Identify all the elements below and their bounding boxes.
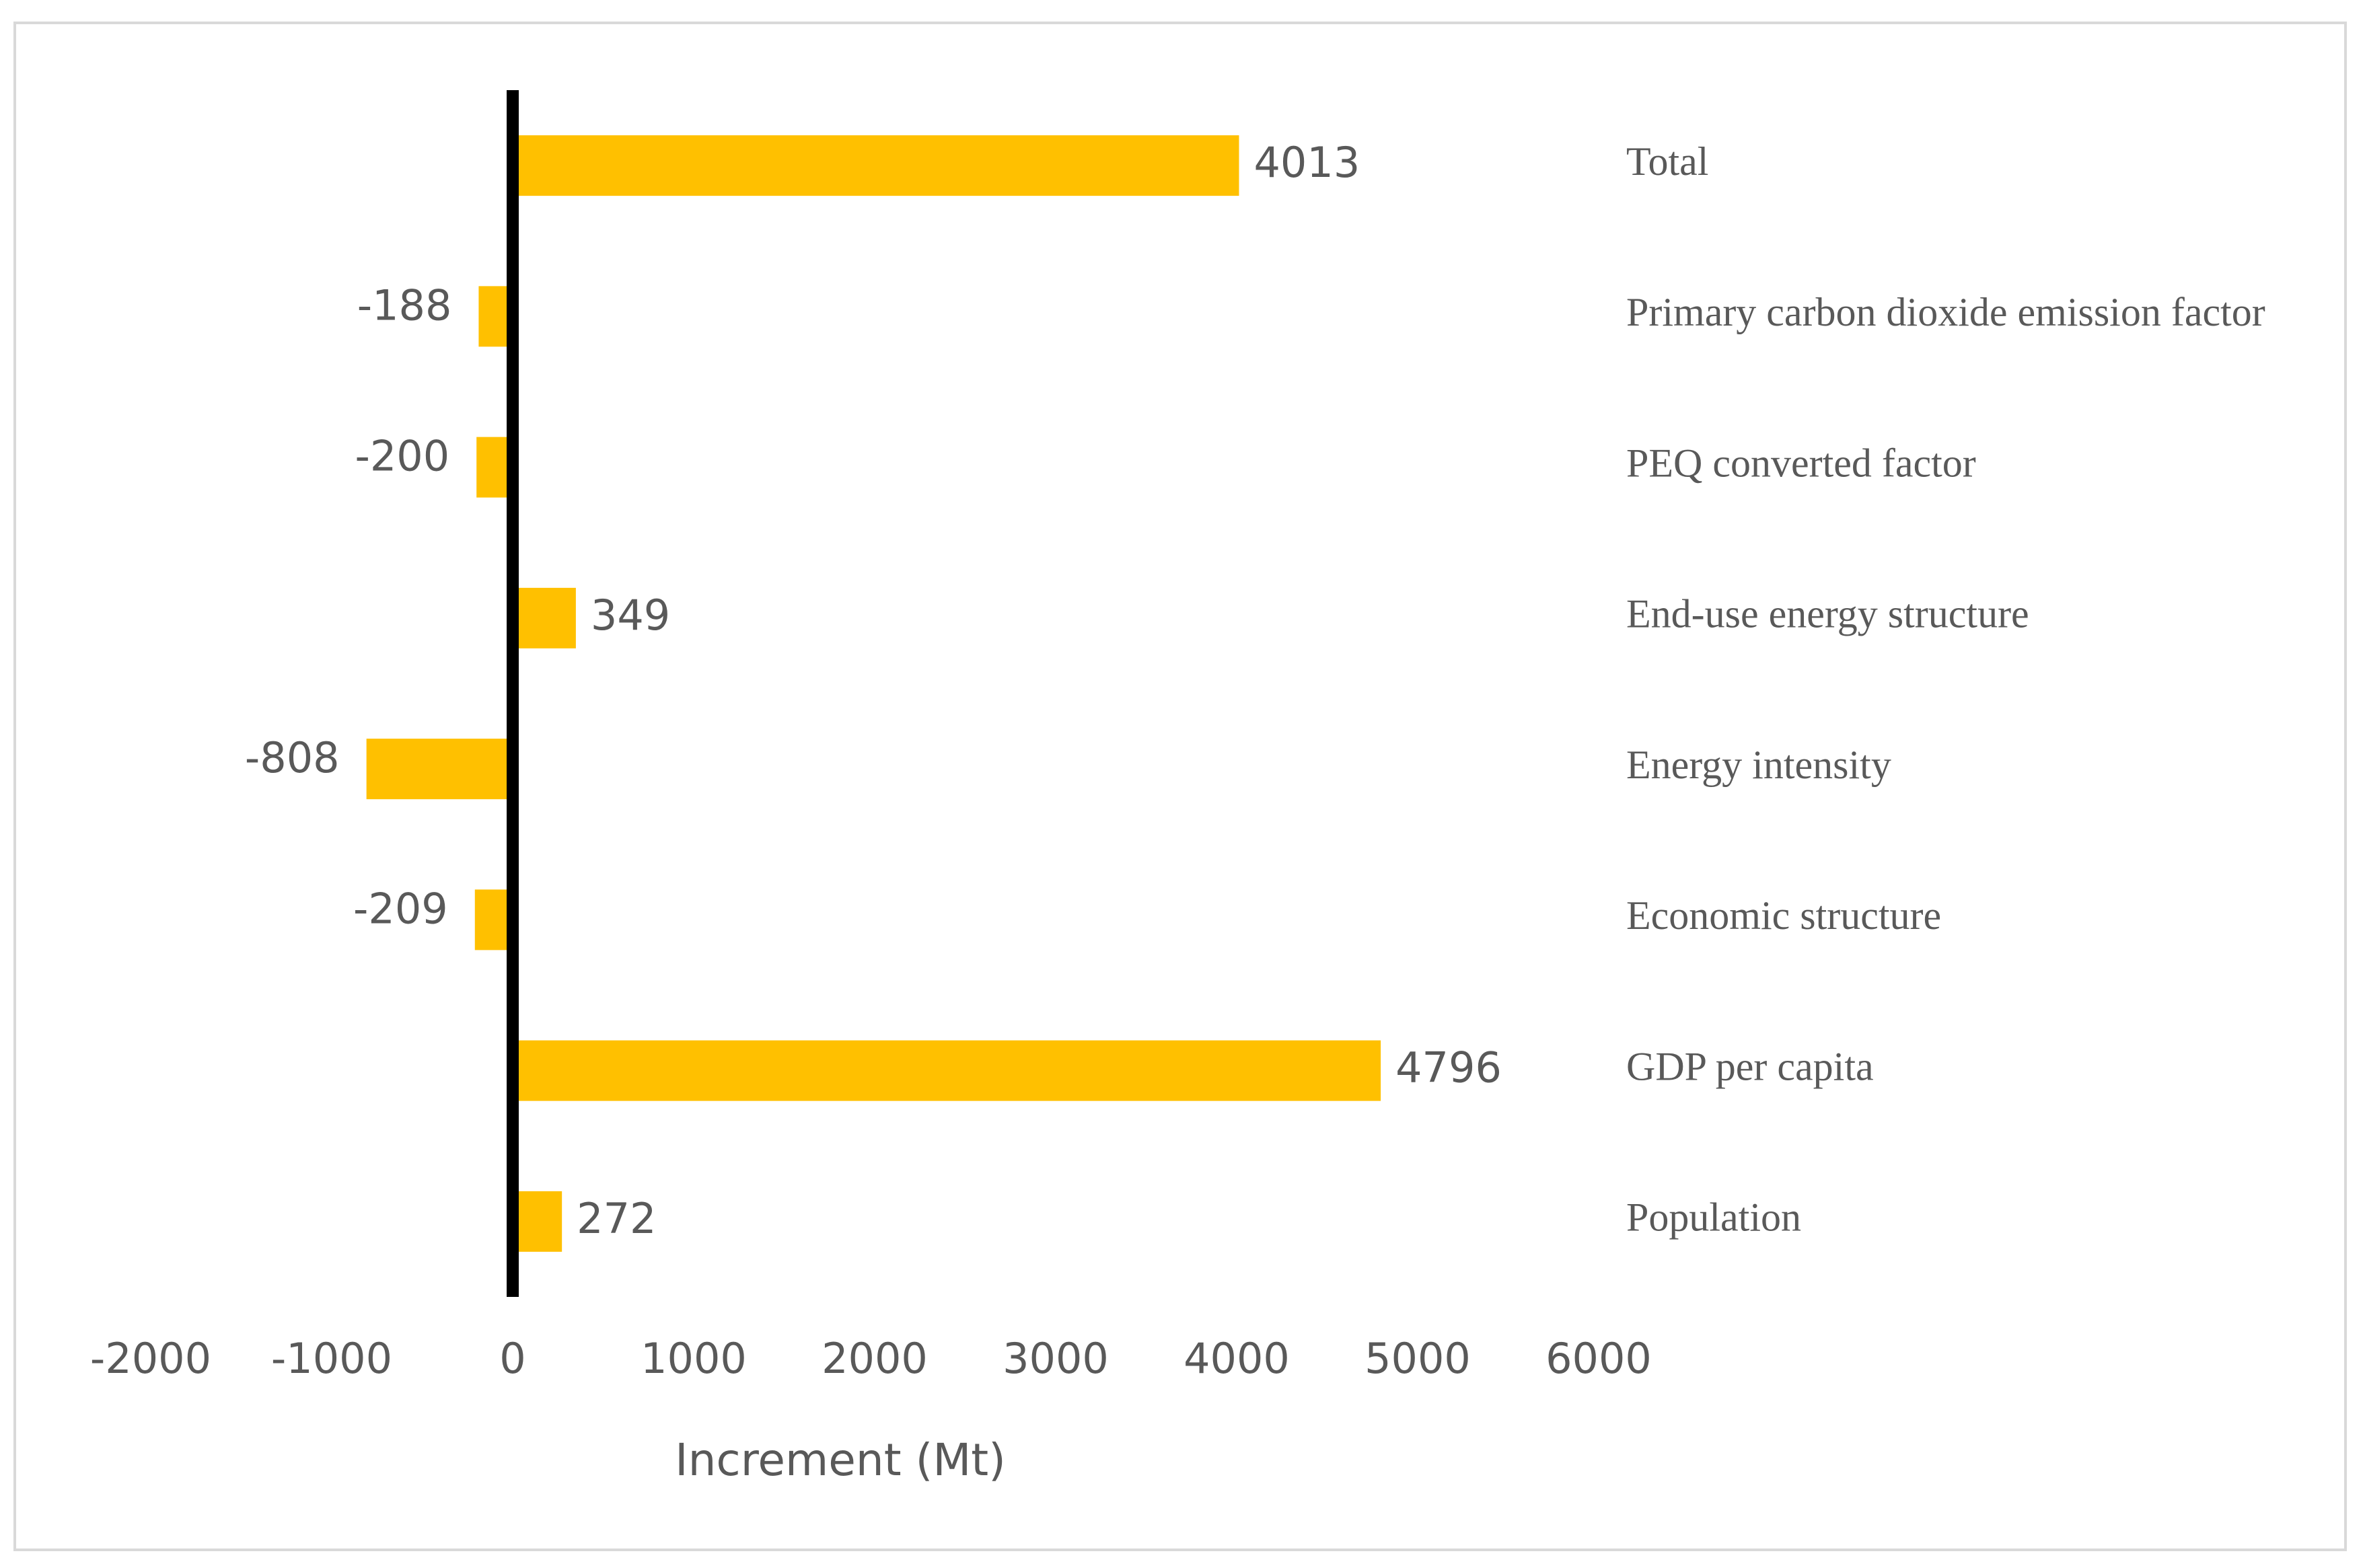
x-tick-label: -1000: [271, 1334, 392, 1383]
value-label: 272: [577, 1194, 656, 1243]
category-label: End-use energy structure: [1626, 592, 2029, 636]
value-label: -188: [357, 281, 452, 330]
bar: [366, 739, 513, 800]
x-tick-label: 0: [499, 1334, 525, 1383]
bar: [513, 587, 576, 648]
bar: [513, 135, 1239, 196]
category-label: GDP per capita: [1626, 1044, 1874, 1088]
value-label: -209: [353, 884, 448, 933]
bar: [474, 889, 513, 950]
x-tick-label: 1000: [641, 1334, 747, 1383]
category-label: Population: [1626, 1195, 1801, 1240]
category-label: Energy intensity: [1626, 743, 1891, 787]
chart-border: [13, 22, 2347, 1551]
category-label: Primary carbon dioxide emission factor: [1626, 290, 2265, 334]
value-label: 4796: [1395, 1043, 1502, 1092]
category-label: PEQ converted factor: [1626, 441, 1976, 485]
x-tick-label: -2000: [90, 1334, 211, 1383]
category-label: Economic structure: [1626, 893, 1941, 938]
x-tick-label: 2000: [822, 1334, 928, 1383]
bar: [513, 1040, 1381, 1101]
value-label: 349: [591, 591, 670, 640]
x-tick-label: 3000: [1003, 1334, 1109, 1383]
x-tick-label: 6000: [1545, 1334, 1652, 1383]
x-tick-label: 5000: [1365, 1334, 1471, 1383]
bar: [513, 1191, 562, 1252]
value-label: -808: [245, 733, 340, 782]
value-label: -200: [355, 432, 449, 481]
value-label: 4013: [1253, 138, 1360, 187]
x-tick-label: 4000: [1184, 1334, 1290, 1383]
x-axis-title: Increment (Mt): [675, 1434, 1006, 1486]
category-label: Total: [1626, 139, 1708, 184]
